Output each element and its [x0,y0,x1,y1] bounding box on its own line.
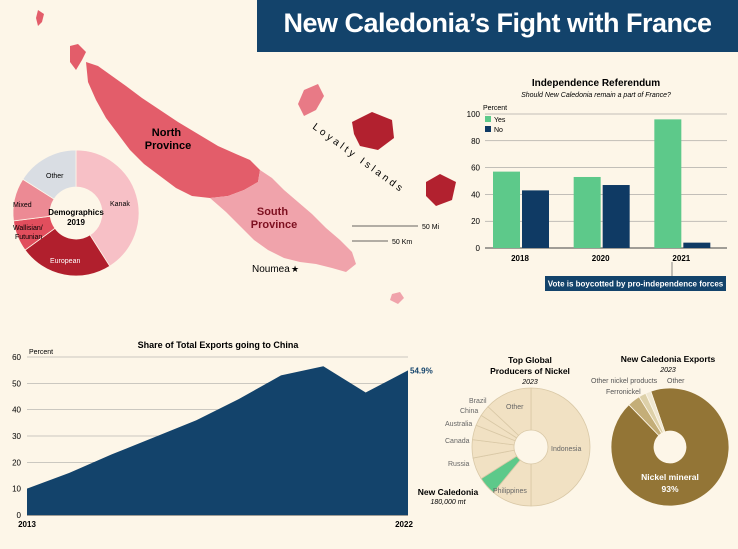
slice-other [645,390,666,433]
referendum-x-ticks: 2018 2020 2021 [511,254,691,263]
referendum-title: Independence Referendum [532,78,660,89]
nickel-donut [471,387,591,507]
nc-label-other-nickel: Other nickel products [591,378,658,385]
demo-label-mixed: Mixed [13,202,32,209]
slice-other [487,387,532,436]
nc-exports-year: 2023 [659,367,676,374]
china-exports-area [27,366,408,515]
slice-other [22,149,77,200]
nickel-callout-value: 180,000 mt [430,499,466,506]
page-title: New Caledonia’s Fight with France [283,8,712,38]
legend-yes-label: Yes [494,117,506,124]
bar-no-2021 [683,242,711,248]
south-province-shape [210,170,356,272]
legend-no-label: No [494,127,503,134]
mare-island [426,174,456,206]
north-islets [70,44,86,70]
x-tick-label: 2020 [592,254,610,263]
north-province-label: North Province [145,127,191,152]
referendum-bars [493,119,711,248]
y-tick-label: 10 [12,485,21,494]
nickel-producers-chart: Top Global Producers of Nickel 2023 Indon… [418,355,591,507]
nc-exports-title: New Caledonia Exports [621,354,716,364]
ouvea-island [298,84,324,116]
nickel-year: 2023 [521,379,538,386]
isle-of-pines [390,292,404,304]
nickel-callout-name: New Caledonia [418,487,479,497]
y-tick-label: 60 [12,353,21,362]
referendum-ylabel: Percent [483,105,507,112]
demo-label-kanak: Kanak [110,201,130,208]
y-tick-label: 50 [12,379,21,388]
china-exports-x-ticks: 2013 2022 [18,520,413,529]
nickel-label-russia: Russia [448,461,470,468]
belep-islets [36,10,44,26]
demographics-donut [12,149,140,277]
annotation-text: Vote is boycotted by pro-independence fo… [548,280,724,289]
title-banner: New Caledonia’s Fight with France [257,0,738,52]
south-province-label: South Province [251,206,297,231]
nickel-label-other: Other [506,404,524,411]
x-tick-label: 2013 [18,520,36,529]
demo-label-wallisian: Wallisian/Futunian [13,225,43,241]
scale-mi-label: 50 Mi [422,224,440,231]
scale-km-label: 50 Km [392,239,412,246]
demographics-year: 2019 [67,218,85,227]
x-tick-label: 2018 [511,254,529,263]
annotation-box [545,276,726,291]
china-exports-title: Share of Total Exports going to China [138,340,300,350]
referendum-chart: Independence Referendum Should New Caled… [467,78,727,291]
y-tick-label: 100 [467,110,481,119]
lifou-island [352,112,394,150]
nickel-title: Top Global Producers of Nickel [490,355,570,376]
bar-yes-2020 [573,176,601,248]
demo-label-european: European [50,258,80,265]
china-exports-ylabel: Percent [29,349,53,356]
bar-no-2020 [602,185,630,248]
nc-exports-donut [610,387,730,507]
y-tick-label: 80 [471,137,480,146]
china-exports-end-label: 54.9% [410,366,433,375]
nc-center-name: Nickel mineral [641,472,699,482]
demo-label-other: Other [46,173,64,180]
y-tick-label: 40 [12,406,21,415]
nickel-label-canada: Canada [445,438,470,445]
y-tick-label: 0 [17,511,22,520]
y-tick-label: 40 [471,190,480,199]
bar-no-2018 [522,190,549,248]
china-exports-chart: Share of Total Exports going to China Pe… [12,340,433,529]
north-province-shape [86,62,260,198]
y-tick-label: 20 [12,458,21,467]
y-tick-label: 0 [476,244,481,253]
slice-indonesia [530,387,591,507]
bar-yes-2021 [654,119,682,248]
x-tick-label: 2021 [672,254,690,263]
nc-exports-chart: New Caledonia Exports 2023 Other nickel … [591,354,730,507]
nickel-label-philippines: Philippines [493,488,527,495]
nickel-label-australia: Australia [445,421,472,428]
y-tick-label: 20 [471,217,480,226]
referendum-subtitle: Should New Caledonia remain a part of Fr… [521,92,671,99]
legend-no-swatch [485,126,491,132]
map-scale: 50 Mi 50 Km [352,224,440,246]
y-tick-label: 60 [471,164,480,173]
slice-european [24,227,111,277]
nickel-label-brazil: Brazil [469,398,487,405]
demographics-title: Demographics [48,208,104,217]
nickel-label-china: China [460,408,478,415]
noumea-label: Noumea [252,264,290,275]
legend-yes-swatch [485,116,491,122]
nickel-label-indonesia: Indonesia [551,446,581,453]
nc-label-other: Other [667,378,685,385]
x-tick-label: 2022 [395,520,413,529]
capital-star-icon: ★ [291,264,299,274]
nc-label-ferronickel: Ferronickel [606,389,641,396]
y-tick-label: 30 [12,432,21,441]
bar-yes-2018 [493,171,520,248]
nc-center-value: 93% [661,484,678,494]
slice-nickel-mineral [610,387,730,507]
